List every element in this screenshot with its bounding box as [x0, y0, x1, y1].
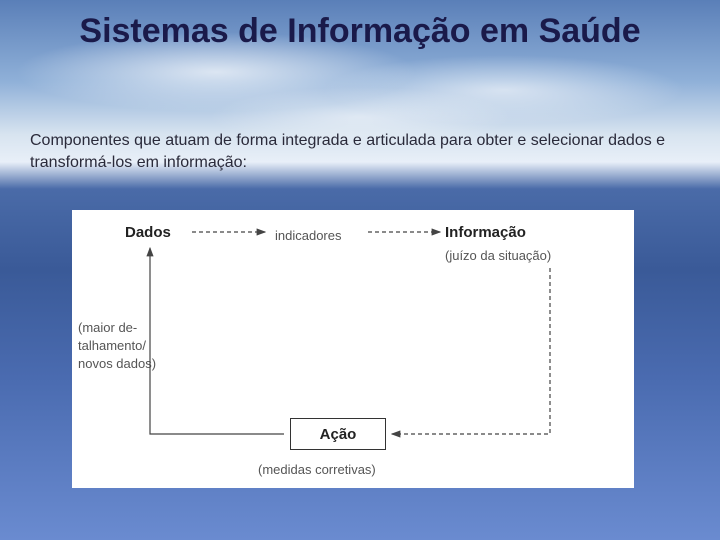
edge-acao-dados: [150, 248, 284, 434]
slide-subtitle: Componentes que atuam de forma integrada…: [30, 130, 690, 173]
diagram-arrows: [72, 210, 634, 488]
flow-diagram: DadosindicadoresInformação(juízo da situ…: [72, 210, 634, 488]
slide-title: Sistemas de Informação em Saúde: [0, 12, 720, 51]
edge-informacao-acao: [392, 268, 550, 434]
